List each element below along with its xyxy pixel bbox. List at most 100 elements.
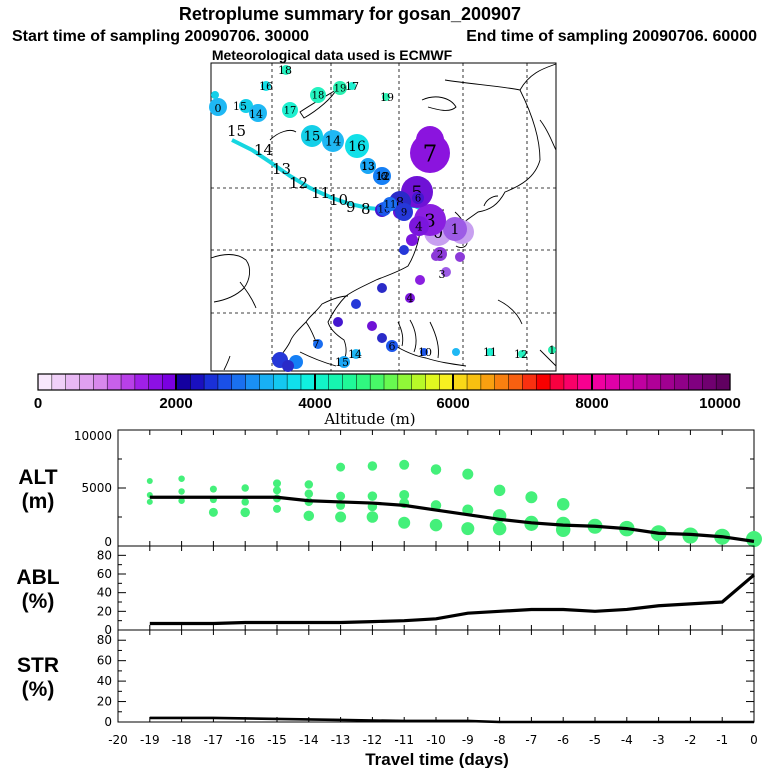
map-marker-point (548, 346, 556, 354)
map-marker-point (377, 333, 387, 343)
alt-y-tick-label: 5000 (81, 481, 112, 495)
map-marker-point (211, 91, 219, 99)
str-y-tick-label: 0 (104, 715, 112, 729)
map-marker-label-10: 10 (378, 205, 391, 216)
plume-point (336, 491, 346, 501)
str-panel-unit: (%) (22, 678, 55, 701)
plume-point (366, 511, 379, 523)
trajectory-map: 0123456789101112131415161718190151416181… (209, 62, 557, 372)
plume-point (241, 498, 249, 506)
str-panel-label: STR (17, 654, 59, 677)
colorbar-cell (300, 374, 316, 390)
map-marker-label-6: 6 (415, 194, 421, 205)
plume-point (304, 480, 314, 489)
colorbar-cell (688, 374, 703, 390)
plume-point (461, 522, 475, 536)
x-tick-label: -6 (557, 733, 569, 747)
map-marker-label-19: 19 (334, 84, 347, 95)
abl-panel-unit: (%) (22, 590, 55, 613)
colorbar-cell (79, 374, 94, 390)
map-marker-point (377, 283, 387, 293)
colorbar-cell (439, 374, 454, 390)
map-marker-small-label: 15 (233, 100, 247, 113)
alt-y-tick-label: 0 (104, 535, 112, 549)
plume-point (178, 488, 185, 495)
x-tick-label: -13 (331, 733, 351, 747)
svg-text:13: 13 (272, 160, 291, 178)
map-marker-small-label: 1 (549, 344, 556, 357)
map-marker-small-label: 15 (335, 356, 349, 369)
map-marker-day-18 (310, 87, 326, 103)
map-marker-label-8: 8 (396, 196, 404, 211)
colorbar-cell (563, 374, 579, 390)
map-marker-point (486, 348, 494, 356)
map-marker-point (281, 65, 291, 75)
abl-y-tick-label: 60 (97, 567, 112, 581)
plume-point (273, 504, 281, 513)
colorbar-cell (536, 374, 551, 390)
colorbar-cell (217, 374, 233, 390)
colorbar-cell (259, 374, 274, 390)
plume-point (336, 462, 346, 472)
colorbar-cell (38, 374, 53, 390)
map-marker-point (209, 98, 227, 116)
svg-text:14: 14 (254, 141, 273, 159)
colorbar-tick-8000: 8000 (575, 395, 608, 412)
svg-text:12: 12 (289, 174, 308, 192)
colorbar-cell (660, 374, 676, 390)
x-tick-label: -4 (621, 733, 633, 747)
colorbar-cell (522, 374, 537, 390)
map-marker-label-14: 14 (325, 135, 342, 150)
map-marker-point (313, 339, 323, 349)
x-axis-label: Travel time (days) (365, 750, 509, 768)
map-marker-point (441, 267, 451, 277)
colorbar-tick-4000: 4000 (298, 395, 331, 412)
map-marker-point (348, 82, 356, 90)
plume-point (178, 497, 185, 505)
alt-y-tick-label: 10000 (74, 429, 112, 443)
colorbar-cell (674, 374, 690, 390)
plume-point (399, 459, 410, 470)
colorbar-cell (633, 374, 648, 390)
colorbar-cell (273, 374, 288, 390)
str-y-tick-label: 60 (97, 654, 112, 668)
map-marker-small-label: 17 (345, 80, 359, 93)
x-tick-label: -18 (172, 733, 192, 747)
map-marker-small-label: 3 (439, 268, 446, 281)
abl-line (149, 573, 756, 626)
colorbar-cell (356, 374, 371, 390)
str-y-tick-label: 40 (97, 674, 112, 688)
plume-point (178, 475, 185, 482)
colorbar-cell (716, 374, 731, 390)
plume-point (398, 516, 411, 529)
plume-point (462, 468, 474, 480)
colorbar-cell (605, 374, 620, 390)
met-data-title: Meteorological data used is ECMWF (212, 47, 453, 63)
x-tick-label: -12 (363, 733, 383, 747)
colorbar-cell (646, 374, 662, 390)
colorbar-cell (370, 374, 385, 390)
time-series-panels: 0500010000ALT(m)020406080ABL(%)020406080… (16, 429, 762, 729)
map-marker-point (282, 360, 294, 372)
map-marker-point (261, 81, 271, 91)
map-marker-point (239, 99, 253, 113)
map-marker-label-7: 7 (423, 141, 438, 167)
plume-point (146, 478, 153, 485)
plume-point (746, 531, 762, 548)
end-time-title: End time of sampling 20090706. 60000 (466, 28, 757, 45)
colorbar-cell (176, 374, 191, 390)
map-frame (210, 62, 557, 372)
alt-median-line (149, 495, 755, 543)
plume-point (304, 489, 314, 499)
map-marker-point (351, 349, 361, 359)
plume-point (335, 511, 347, 523)
map-marker-point (405, 293, 415, 303)
x-tick-label: -14 (299, 733, 319, 747)
map-marker-label-12: 12 (376, 172, 389, 183)
plume-point (556, 497, 570, 511)
map-marker-point (386, 340, 398, 352)
colorbar-cell (453, 374, 468, 390)
map-marker-small-label: 13 (361, 160, 375, 173)
map-marker-point (518, 350, 526, 358)
colorbar-cell (591, 374, 607, 390)
